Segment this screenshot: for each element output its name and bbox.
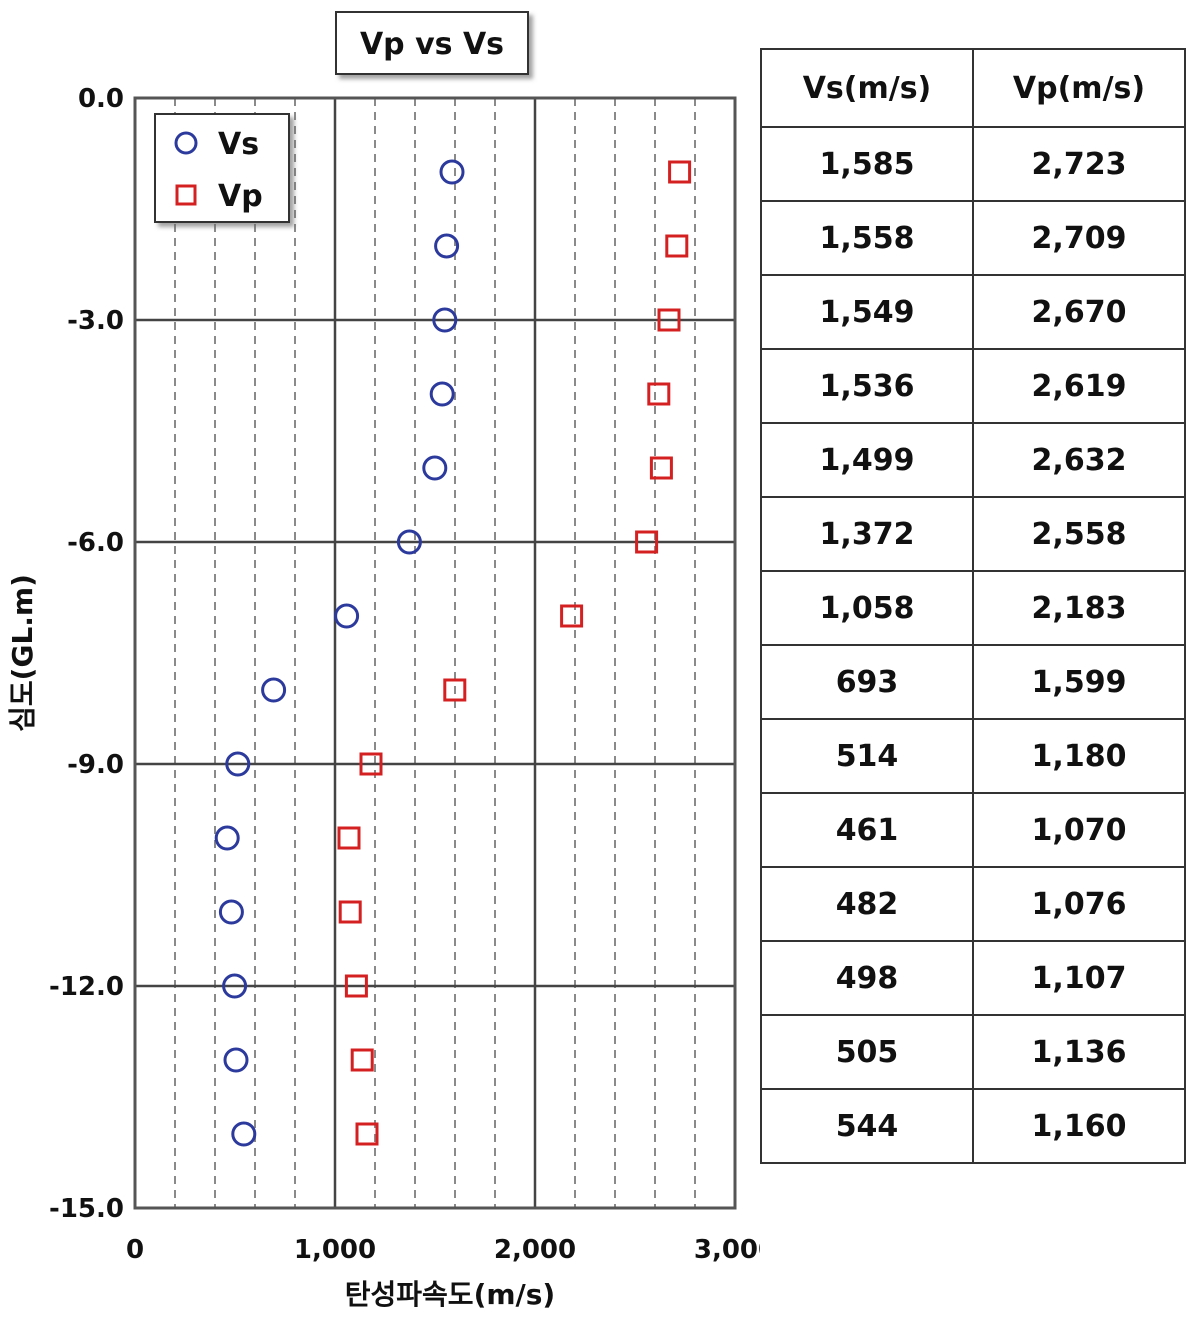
vs-point [223, 1047, 249, 1073]
data-points [214, 159, 692, 1147]
table-row: 1,536 2,619 [760, 348, 1186, 424]
table-cell-vp: 2,670 [972, 274, 1186, 350]
x-tick-label: 2,000 [494, 1235, 576, 1265]
x-tick-label: 1,000 [294, 1235, 376, 1265]
vp-point [647, 382, 671, 406]
table-row: 514 1,180 [760, 718, 1186, 794]
table-cell-vp: 2,723 [972, 126, 1186, 202]
axis-ticks: 0 1,000 2,000 3,000 0.0 -3.0 -6.0 -9.0 -12.0 -15.… [49, 84, 760, 1265]
y-tick-label: -6.0 [67, 528, 124, 558]
x-axis-label: 탄성파속도(m/s) [345, 1278, 555, 1311]
table-row: 544 1,160 [760, 1088, 1186, 1164]
vp-point [355, 1122, 379, 1146]
vs-point [422, 455, 448, 481]
x-tick-label: 0 [126, 1235, 144, 1265]
vp-point [338, 900, 362, 924]
vs-point [432, 307, 458, 333]
table-cell-vs: 505 [760, 1014, 974, 1090]
vp-point [359, 752, 383, 776]
table-cell-vp: 1,180 [972, 718, 1186, 794]
velocity-table: Vs(m/s) Vp(m/s) 1,585 2,723 1,558 2,709 1,54… [760, 48, 1186, 1164]
table-row: 1,058 2,183 [760, 570, 1186, 646]
legend-vp-label: Vp [218, 179, 263, 214]
vp-point [443, 678, 467, 702]
vs-point [261, 677, 287, 703]
table-cell-vs: 461 [760, 792, 974, 868]
table-row: 1,558 2,709 [760, 200, 1186, 276]
vp-point [337, 826, 361, 850]
chart-title-box: Vp vs Vs [335, 11, 529, 75]
vp-point [665, 234, 689, 258]
vp-point [668, 160, 692, 184]
table-row: 482 1,076 [760, 866, 1186, 942]
table-row: 505 1,136 [760, 1014, 1186, 1090]
table-cell-vp: 2,632 [972, 422, 1186, 498]
table-row: 498 1,107 [760, 940, 1186, 1016]
vs-point [222, 973, 248, 999]
vp-point [649, 456, 673, 480]
legend-vp-marker [175, 184, 197, 206]
table-cell-vs: 1,585 [760, 126, 974, 202]
y-tick-label: -3.0 [67, 306, 124, 336]
table-cell-vs: 1,499 [760, 422, 974, 498]
vs-point [429, 381, 455, 407]
table-cell-vp: 1,070 [972, 792, 1186, 868]
grid [135, 98, 735, 1208]
vs-point [225, 751, 251, 777]
y-axis-label: 심도(GL.m) [6, 574, 39, 732]
vp-point [560, 604, 584, 628]
table-cell-vs: 1,372 [760, 496, 974, 572]
vs-point [434, 233, 460, 259]
table-cell-vp: 2,183 [972, 570, 1186, 646]
table-cell-vs: 498 [760, 940, 974, 1016]
vs-point [334, 603, 360, 629]
legend-vs-label: Vs [218, 127, 259, 162]
y-tick-label: 0.0 [78, 84, 124, 114]
y-tick-label: -9.0 [67, 750, 124, 780]
table-cell-vp: 1,599 [972, 644, 1186, 720]
table-cell-vs: 1,558 [760, 200, 974, 276]
table-cell-vp: 1,076 [972, 866, 1186, 942]
legend-vs-marker [174, 131, 198, 155]
vp-point [657, 308, 681, 332]
y-tick-label: -15.0 [49, 1194, 124, 1224]
table-cell-vs: 1,549 [760, 274, 974, 350]
table-row: 1,499 2,632 [760, 422, 1186, 498]
vp-point [635, 530, 659, 554]
vs-point [231, 1121, 257, 1147]
table-row: 1,549 2,670 [760, 274, 1186, 350]
table-header-vs: Vs(m/s) [760, 48, 974, 128]
table-cell-vs: 1,058 [760, 570, 974, 646]
table-cell-vp: 2,619 [972, 348, 1186, 424]
table-row: 693 1,599 [760, 644, 1186, 720]
table-cell-vp: 1,107 [972, 940, 1186, 1016]
table-row: 1,372 2,558 [760, 496, 1186, 572]
vs-point [396, 529, 422, 555]
vs-point [214, 825, 240, 851]
table-cell-vp: 2,709 [972, 200, 1186, 276]
legend: Vs Vp [154, 113, 290, 223]
table-cell-vp: 2,558 [972, 496, 1186, 572]
table-cell-vs: 693 [760, 644, 974, 720]
table-header-row: Vs(m/s) Vp(m/s) [760, 48, 1186, 128]
chart-title: Vp vs Vs [360, 27, 504, 62]
table-header-vp: Vp(m/s) [972, 48, 1186, 128]
scatter-chart: 0 1,000 2,000 3,000 0.0 -3.0 -6.0 -9.0 -12.0 -15.… [6, 11, 760, 1311]
table-cell-vs: 482 [760, 866, 974, 942]
vp-point [350, 1048, 374, 1072]
table-cell-vs: 1,536 [760, 348, 974, 424]
table-cell-vp: 1,136 [972, 1014, 1186, 1090]
table-row: 461 1,070 [760, 792, 1186, 868]
vp-point [344, 974, 368, 998]
table-cell-vs: 514 [760, 718, 974, 794]
x-tick-label: 3,000 [694, 1235, 760, 1265]
vs-point [439, 159, 465, 185]
vs-point [218, 899, 244, 925]
plot-frame [133, 96, 737, 1210]
table-cell-vs: 544 [760, 1088, 974, 1164]
y-tick-label: -12.0 [49, 972, 124, 1002]
table-cell-vp: 1,160 [972, 1088, 1186, 1164]
table-row: 1,585 2,723 [760, 126, 1186, 202]
